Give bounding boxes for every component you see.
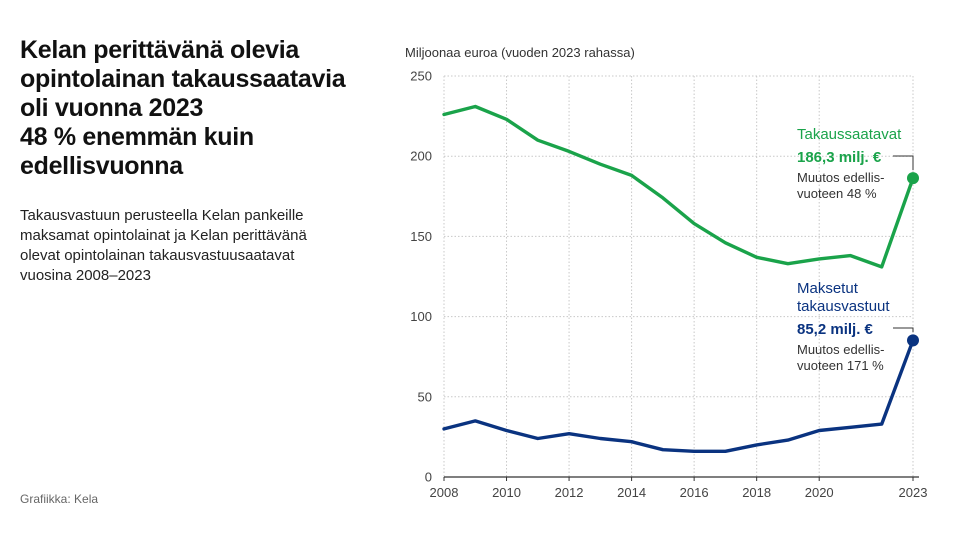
x-tick-label: 2012 <box>555 485 584 500</box>
x-tick-label: 2018 <box>742 485 771 500</box>
series-name-label: Takaussaatavat <box>797 126 902 143</box>
x-tick-label: 2014 <box>617 485 646 500</box>
description-line: maksamat opintolainat ja Kelan perittävä… <box>20 227 307 244</box>
series-line-maksetut-takausvastuut <box>442 338 915 453</box>
series-line-takaussaatavat <box>442 104 915 269</box>
y-tick-label: 100 <box>410 309 432 324</box>
series-value-label: 186,3 milj. € <box>797 149 882 166</box>
x-tick-label: 2020 <box>805 485 834 500</box>
series-name-label: takausvastuut <box>797 298 890 315</box>
change-note-line: vuoteen 171 % <box>797 358 884 373</box>
chart-description: Takausvastuun perusteella Kelan pankeill… <box>20 206 340 286</box>
change-note-line: vuoteen 48 % <box>797 186 877 201</box>
y-axis-unit-label: Miljoonaa euroa (vuoden 2023 rahassa) <box>405 45 635 60</box>
series-name-label: Maksetut <box>797 280 859 297</box>
headline-line: Kelan perittävänä olevia <box>20 36 300 64</box>
y-tick-label: 200 <box>410 149 432 164</box>
series-endpoint-marker <box>907 172 919 185</box>
y-tick-label: 0 <box>425 470 432 485</box>
change-note-line: Muutos edellis- <box>797 342 884 357</box>
leader-line <box>893 327 914 332</box>
chart-headline: Kelan perittävänä olevia opintolainan ta… <box>20 36 380 181</box>
y-tick-label: 50 <box>418 389 432 404</box>
grid-lines <box>443 75 914 477</box>
headline-line: oli vuonna 2023 <box>20 94 204 122</box>
credit-text: Grafiikka: Kela <box>20 492 99 506</box>
headline-line: edellisvuonna <box>20 152 183 180</box>
series-endpoint-marker <box>907 334 919 347</box>
x-tick-label: 2016 <box>680 485 709 500</box>
description-line: vuosina 2008–2023 <box>20 267 151 284</box>
x-tick-label: 2010 <box>492 485 521 500</box>
description-line: Takausvastuun perusteella Kelan pankeill… <box>20 207 304 224</box>
axes: 0 50 100 150 200 250 2008 2010 2012 2014 2016 2018 2… <box>410 69 927 501</box>
y-tick-label: 150 <box>410 229 432 244</box>
headline-line: opintolainan takaussaatavia <box>20 65 346 93</box>
series-annotations: Takaussaatavat 186,3 milj. € Muutos edelli… <box>797 126 914 373</box>
headline-line: 48 % enemmän kuin <box>20 123 254 151</box>
description-line: olevat opintolainan takausvastuusaatavat <box>20 247 295 264</box>
leader-line <box>893 155 914 170</box>
series-value-label: 85,2 milj. € <box>797 321 874 338</box>
y-tick-label: 250 <box>410 69 432 84</box>
x-tick-label: 2023 <box>899 485 928 500</box>
x-tick-label: 2008 <box>430 485 459 500</box>
change-note-line: Muutos edellis- <box>797 170 884 185</box>
series-lines <box>442 104 919 453</box>
